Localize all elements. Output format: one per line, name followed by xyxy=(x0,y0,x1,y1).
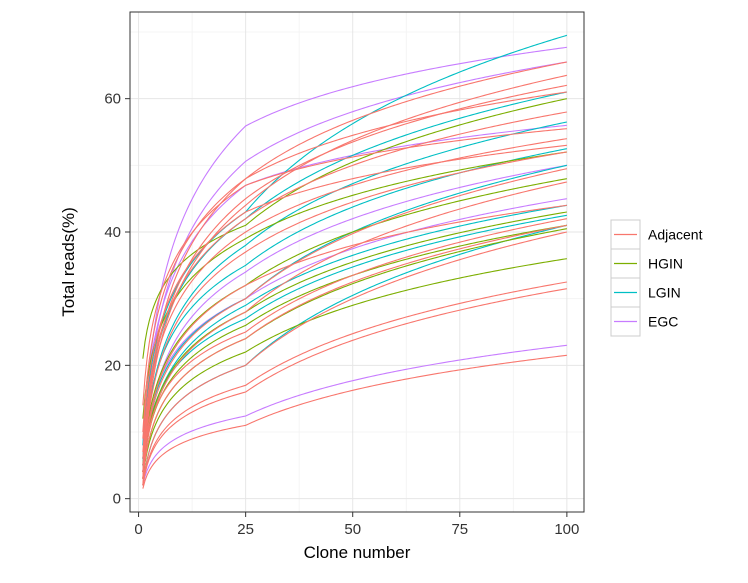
x-tick-label: 75 xyxy=(451,521,468,538)
series-line-adjacent xyxy=(142,224,567,479)
series-line-adjacent xyxy=(142,61,567,479)
series-line-hgin xyxy=(142,98,567,359)
series-line-egc xyxy=(142,344,567,486)
series-line-lgin xyxy=(142,214,567,466)
series-line-lgin xyxy=(142,121,567,473)
x-tick-label: 25 xyxy=(237,521,254,538)
series-line-adjacent xyxy=(142,354,567,489)
series-line-egc xyxy=(142,46,567,466)
series-line-hgin xyxy=(142,178,567,466)
series-line-adjacent xyxy=(142,111,567,453)
series-line-adjacent xyxy=(142,84,567,479)
x-tick-label: 0 xyxy=(134,521,142,538)
series-line-adjacent xyxy=(142,91,567,433)
y-tick-label: 20 xyxy=(104,357,121,374)
series-line-adjacent xyxy=(142,204,567,473)
y-tick-label: 40 xyxy=(104,224,121,241)
y-axis-title: Total reads(%) xyxy=(59,207,78,317)
series-line-adjacent xyxy=(142,231,567,486)
series-line-adjacent xyxy=(142,144,567,439)
series-line-adjacent xyxy=(142,181,567,479)
legend: Adjacent HGIN LGIN EGC xyxy=(610,219,703,337)
legend-label-hgin: HGIN xyxy=(648,256,683,272)
plot-background xyxy=(130,12,584,512)
series-line-hgin xyxy=(142,258,567,479)
series-line-adjacent xyxy=(142,218,567,466)
plot-border xyxy=(129,11,585,513)
series-line-adjacent xyxy=(142,138,567,459)
legend-label-adjacent: Adjacent xyxy=(648,227,703,243)
series-line-hgin xyxy=(142,211,567,473)
series-line-egc xyxy=(142,198,567,459)
y-tick-label: 0 xyxy=(113,491,121,508)
legend-label-egc: EGC xyxy=(648,314,678,330)
series-line-lgin xyxy=(142,148,567,459)
series-line-adjacent xyxy=(142,288,567,486)
x-tick-label: 100 xyxy=(554,521,579,538)
y-tick-label: 60 xyxy=(104,91,121,108)
series-line-adjacent xyxy=(142,281,567,486)
series-line-hgin xyxy=(142,151,567,419)
series-line-adjacent xyxy=(142,151,567,473)
series-line-adjacent xyxy=(142,128,567,406)
series-line-lgin xyxy=(142,204,567,479)
series-line-adjacent xyxy=(142,168,567,473)
x-axis-title: Clone number xyxy=(304,543,411,562)
x-tick-label: 50 xyxy=(344,521,361,538)
series-line-egc xyxy=(142,164,567,479)
series-line-egc xyxy=(142,61,567,473)
series-lines xyxy=(142,34,568,489)
axis-ticks: 0 25 50 75 100 0 20 40 60 xyxy=(104,91,579,538)
series-line-adjacent xyxy=(142,74,567,486)
legend-label-lgin: LGIN xyxy=(648,285,681,301)
